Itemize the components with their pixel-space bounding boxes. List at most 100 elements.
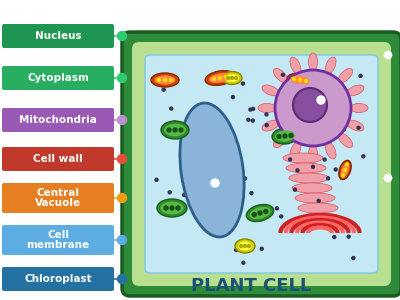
- Circle shape: [155, 178, 158, 181]
- Circle shape: [240, 244, 242, 247]
- Ellipse shape: [289, 173, 329, 183]
- Circle shape: [352, 256, 355, 260]
- Circle shape: [249, 108, 252, 111]
- Text: Mitochondria: Mitochondria: [19, 115, 97, 125]
- Circle shape: [251, 119, 254, 122]
- Circle shape: [252, 213, 256, 217]
- Circle shape: [323, 158, 326, 161]
- Ellipse shape: [209, 73, 231, 83]
- Text: Cytoplasm: Cytoplasm: [27, 73, 89, 83]
- Circle shape: [282, 74, 284, 76]
- Circle shape: [344, 169, 346, 172]
- Circle shape: [281, 117, 284, 120]
- Circle shape: [244, 244, 246, 247]
- Circle shape: [324, 76, 327, 79]
- Circle shape: [293, 88, 327, 122]
- Circle shape: [164, 206, 168, 210]
- FancyBboxPatch shape: [132, 42, 391, 286]
- Circle shape: [260, 247, 263, 250]
- Circle shape: [211, 179, 219, 187]
- Ellipse shape: [325, 57, 336, 74]
- Ellipse shape: [338, 134, 353, 148]
- Circle shape: [258, 211, 262, 215]
- Ellipse shape: [273, 68, 288, 83]
- Circle shape: [289, 158, 292, 161]
- Circle shape: [211, 163, 214, 166]
- Ellipse shape: [338, 68, 353, 83]
- FancyBboxPatch shape: [2, 66, 114, 90]
- Circle shape: [165, 200, 168, 203]
- Ellipse shape: [287, 73, 313, 87]
- Circle shape: [296, 169, 299, 172]
- Circle shape: [212, 77, 216, 80]
- Circle shape: [275, 70, 351, 146]
- Circle shape: [118, 116, 126, 124]
- Circle shape: [176, 206, 180, 210]
- Circle shape: [170, 107, 173, 110]
- Circle shape: [342, 174, 344, 177]
- Ellipse shape: [262, 120, 279, 131]
- Ellipse shape: [246, 205, 274, 221]
- Text: Cell
membrane: Cell membrane: [26, 230, 90, 250]
- Circle shape: [167, 128, 171, 132]
- Ellipse shape: [286, 163, 326, 173]
- Text: Central
Vacuole: Central Vacuole: [35, 188, 81, 208]
- Circle shape: [384, 174, 392, 182]
- FancyBboxPatch shape: [2, 267, 114, 291]
- Circle shape: [362, 155, 365, 158]
- Ellipse shape: [225, 74, 239, 82]
- Circle shape: [219, 170, 222, 173]
- Ellipse shape: [347, 85, 364, 96]
- FancyBboxPatch shape: [2, 225, 114, 255]
- Circle shape: [158, 79, 160, 82]
- Circle shape: [224, 76, 228, 79]
- Circle shape: [189, 179, 192, 182]
- Ellipse shape: [238, 242, 252, 250]
- Text: Cell wall: Cell wall: [33, 154, 83, 164]
- Circle shape: [233, 167, 236, 170]
- Ellipse shape: [180, 103, 244, 237]
- Ellipse shape: [308, 145, 318, 163]
- Circle shape: [359, 74, 362, 77]
- Circle shape: [179, 128, 183, 132]
- Ellipse shape: [164, 124, 186, 136]
- Circle shape: [327, 177, 330, 180]
- Ellipse shape: [275, 130, 295, 142]
- Ellipse shape: [154, 75, 176, 85]
- FancyBboxPatch shape: [2, 24, 114, 48]
- Circle shape: [173, 128, 177, 132]
- Circle shape: [280, 215, 283, 218]
- Ellipse shape: [205, 70, 235, 86]
- Circle shape: [346, 163, 348, 166]
- Circle shape: [242, 261, 245, 264]
- Circle shape: [317, 199, 320, 202]
- Circle shape: [223, 202, 226, 205]
- Circle shape: [292, 78, 296, 81]
- Ellipse shape: [161, 121, 189, 139]
- Circle shape: [384, 51, 392, 59]
- FancyBboxPatch shape: [145, 55, 378, 273]
- Circle shape: [252, 107, 255, 110]
- Ellipse shape: [273, 134, 288, 148]
- Circle shape: [312, 165, 314, 168]
- FancyBboxPatch shape: [2, 147, 114, 171]
- Circle shape: [215, 81, 218, 84]
- Circle shape: [283, 134, 287, 138]
- Ellipse shape: [262, 85, 279, 96]
- Circle shape: [277, 134, 281, 139]
- Ellipse shape: [151, 73, 179, 87]
- Ellipse shape: [341, 163, 349, 177]
- Ellipse shape: [283, 153, 323, 163]
- Circle shape: [357, 126, 360, 129]
- Ellipse shape: [339, 160, 351, 180]
- Circle shape: [118, 236, 126, 244]
- Circle shape: [242, 82, 244, 85]
- Ellipse shape: [292, 183, 332, 193]
- Ellipse shape: [290, 76, 310, 84]
- Circle shape: [162, 88, 165, 91]
- Circle shape: [333, 236, 336, 238]
- Circle shape: [323, 119, 326, 122]
- Text: Nucleus: Nucleus: [35, 31, 81, 41]
- Circle shape: [197, 164, 200, 167]
- Ellipse shape: [301, 213, 341, 223]
